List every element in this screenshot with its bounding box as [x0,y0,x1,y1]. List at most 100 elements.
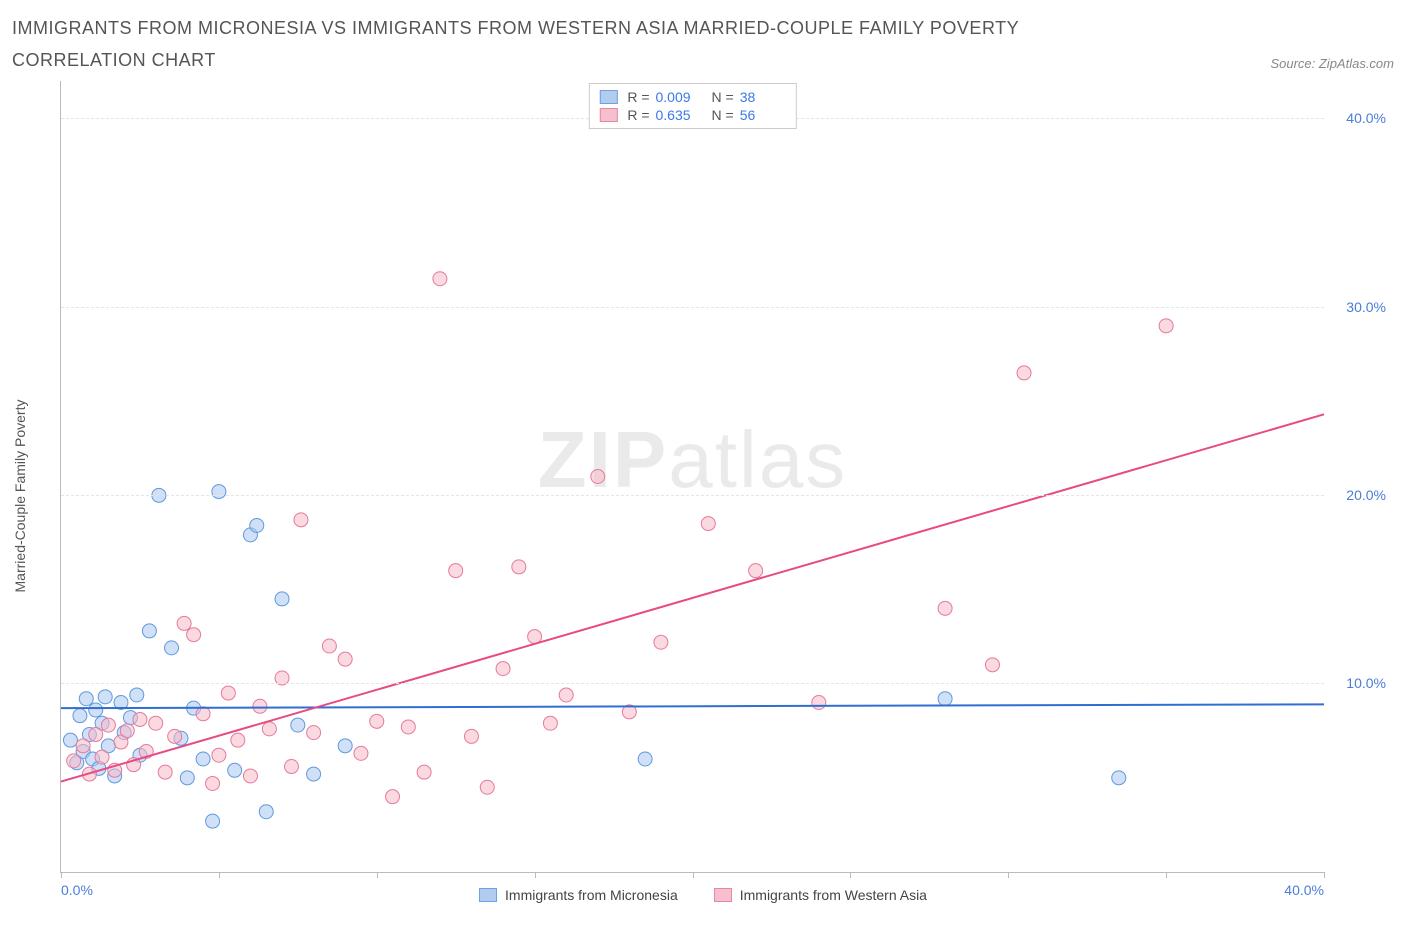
data-point-western_asia [543,716,557,730]
stat-n-label: N = [712,89,734,105]
data-point-western_asia [168,729,182,743]
data-point-micronesia [89,703,103,717]
source-prefix: Source: [1270,56,1318,71]
gridline [61,495,1324,496]
data-point-western_asia [133,712,147,726]
x-tick-label: 40.0% [1284,882,1324,898]
stat-n-value-western-asia: 56 [740,107,786,123]
y-tick-label: 30.0% [1346,299,1386,315]
data-point-micronesia [938,692,952,706]
x-tick [219,872,220,878]
data-point-western_asia [307,725,321,739]
data-point-western_asia [985,658,999,672]
gridline [61,683,1324,684]
data-point-western_asia [417,765,431,779]
data-point-micronesia [638,752,652,766]
data-point-micronesia [79,692,93,706]
data-point-western_asia [701,516,715,530]
x-tick [850,872,851,878]
plot-svg [61,81,1324,872]
data-point-micronesia [73,708,87,722]
data-point-western_asia [284,759,298,773]
stat-r-label: R = [627,89,649,105]
data-point-western_asia [253,699,267,713]
data-point-micronesia [275,592,289,606]
data-point-micronesia [250,518,264,532]
data-point-micronesia [165,641,179,655]
data-point-micronesia [307,767,321,781]
stat-n-value-micronesia: 38 [740,89,786,105]
data-point-western_asia [401,720,415,734]
data-point-western_asia [591,469,605,483]
y-tick-label: 40.0% [1346,110,1386,126]
legend-label-western-asia: Immigrants from Western Asia [740,887,927,903]
chart-title: IMMIGRANTS FROM MICRONESIA VS IMMIGRANTS… [12,12,1112,77]
source-attribution: Source: ZipAtlas.com [1270,56,1394,77]
data-point-western_asia [812,695,826,709]
data-point-western_asia [95,750,109,764]
swatch-western-asia [599,108,617,122]
y-tick-label: 10.0% [1346,675,1386,691]
chart-container: Married-Couple Family Poverty R = 0.009 … [12,81,1394,911]
swatch-western-asia [714,888,732,902]
stat-r-value-western-asia: 0.635 [656,107,702,123]
legend-bottom: Immigrants from Micronesia Immigrants fr… [479,887,927,903]
x-tick [693,872,694,878]
data-point-western_asia [464,729,478,743]
data-point-western_asia [370,714,384,728]
data-point-western_asia [512,560,526,574]
x-tick-label: 0.0% [61,882,93,898]
x-tick [1008,872,1009,878]
stat-r-value-micronesia: 0.009 [656,89,702,105]
legend-stats-row-micronesia: R = 0.009 N = 38 [599,88,785,106]
data-point-western_asia [206,776,220,790]
data-point-western_asia [76,739,90,753]
data-point-western_asia [120,724,134,738]
data-point-western_asia [177,616,191,630]
data-point-western_asia [433,272,447,286]
data-point-western_asia [480,780,494,794]
data-point-western_asia [187,627,201,641]
data-point-western_asia [938,601,952,615]
data-point-western_asia [322,639,336,653]
data-point-western_asia [654,635,668,649]
data-point-micronesia [206,814,220,828]
data-point-micronesia [1112,771,1126,785]
data-point-micronesia [98,690,112,704]
stat-r-label: R = [627,107,649,123]
data-point-western_asia [449,563,463,577]
data-point-western_asia [559,688,573,702]
gridline [61,307,1324,308]
data-point-western_asia [158,765,172,779]
x-tick [1324,872,1325,878]
legend-label-micronesia: Immigrants from Micronesia [505,887,678,903]
data-point-western_asia [149,716,163,730]
stat-n-label: N = [712,107,734,123]
data-point-western_asia [1159,319,1173,333]
data-point-western_asia [67,754,81,768]
x-tick [61,872,62,878]
legend-item-western-asia: Immigrants from Western Asia [714,887,927,903]
data-point-western_asia [221,686,235,700]
data-point-western_asia [89,727,103,741]
legend-stats-box: R = 0.009 N = 38 R = 0.635 N = 56 [588,83,796,129]
data-point-western_asia [231,733,245,747]
trend-line-western_asia [61,414,1324,781]
data-point-micronesia [130,688,144,702]
data-point-western_asia [262,722,276,736]
legend-item-micronesia: Immigrants from Micronesia [479,887,678,903]
y-axis-label: Married-Couple Family Poverty [12,399,28,592]
trend-line-micronesia [61,704,1324,708]
x-tick [535,872,536,878]
data-point-western_asia [101,718,115,732]
y-tick-label: 20.0% [1346,487,1386,503]
data-point-micronesia [142,624,156,638]
data-point-western_asia [294,513,308,527]
data-point-micronesia [228,763,242,777]
swatch-micronesia [599,90,617,104]
data-point-micronesia [338,739,352,753]
data-point-western_asia [496,661,510,675]
data-point-western_asia [243,769,257,783]
x-tick [1166,872,1167,878]
data-point-micronesia [212,484,226,498]
